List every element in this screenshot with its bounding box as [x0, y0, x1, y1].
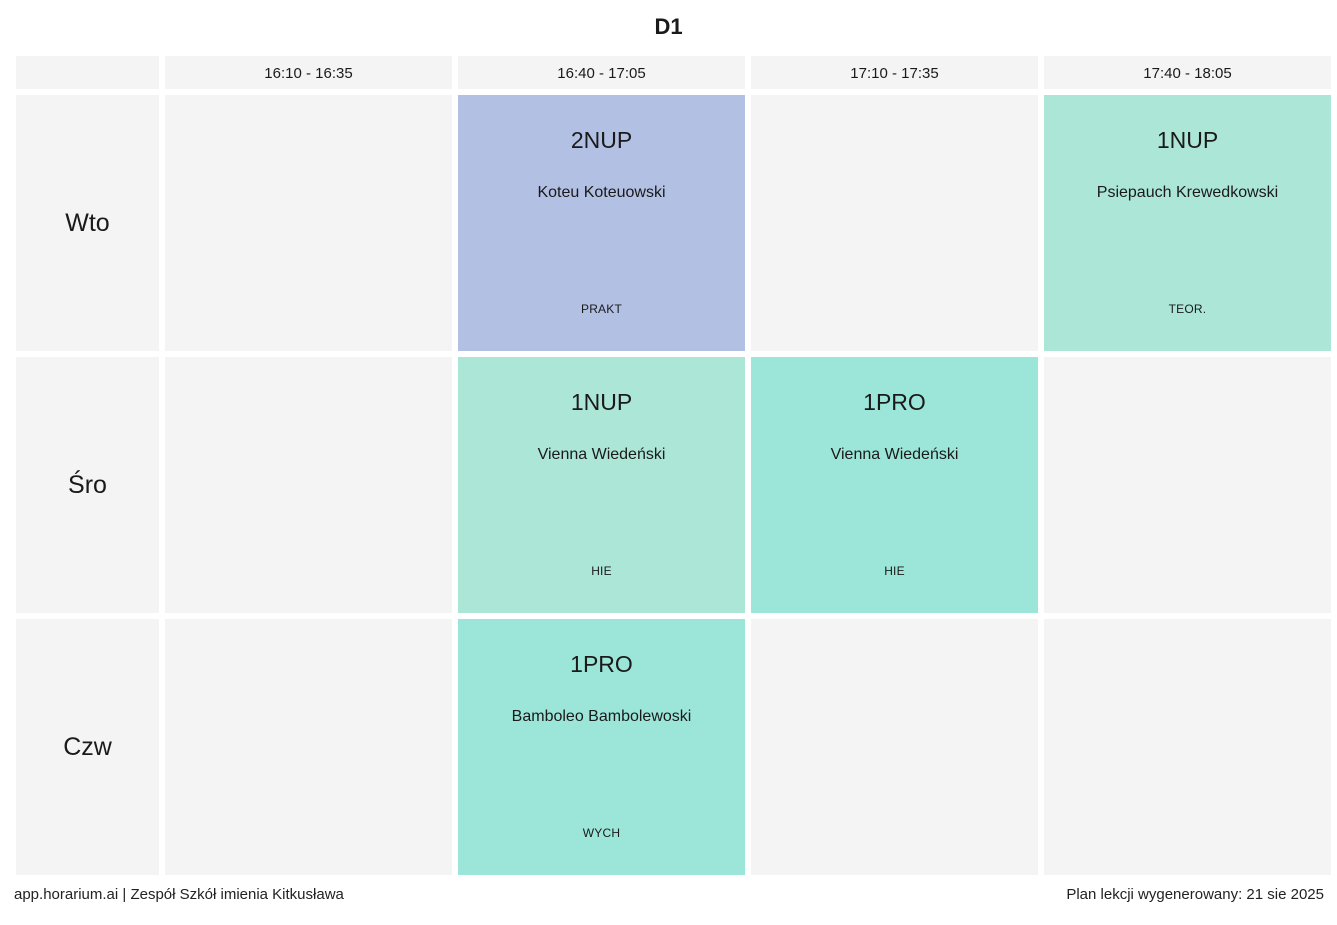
time-slot-header: 16:10 - 16:35: [165, 56, 452, 89]
empty-slot: [1044, 357, 1331, 613]
lesson-card[interactable]: 1NUP Vienna Wiedeński HIE: [458, 357, 745, 613]
lesson-teacher: Koteu Koteuowski: [537, 184, 666, 201]
lesson-subject: HIE: [884, 564, 905, 578]
footer-generated-date: Plan lekcji wygenerowany: 21 sie 2025: [1066, 886, 1324, 903]
lesson-subject: TEOR.: [1168, 302, 1207, 316]
time-slot-header: 17:40 - 18:05: [1044, 56, 1331, 89]
lesson-teacher: Vienna Wiedeński: [537, 446, 666, 463]
lesson-group: 1PRO: [863, 389, 926, 415]
lesson-group: 1PRO: [570, 651, 633, 677]
footer-source: app.horarium.ai | Zespół Szkół imienia K…: [14, 886, 344, 903]
lesson-subject: HIE: [591, 564, 612, 578]
day-label: Wto: [16, 95, 159, 351]
timetable-grid: 16:10 - 16:35 16:40 - 17:05 17:10 - 17:35 1…: [16, 56, 1331, 875]
empty-slot: [165, 95, 452, 351]
lesson-card[interactable]: 1NUP Psiepauch Krewedkowski TEOR.: [1044, 95, 1331, 351]
empty-slot: [751, 95, 1038, 351]
lesson-group: 2NUP: [570, 127, 633, 153]
time-slot-header: 16:40 - 17:05: [458, 56, 745, 89]
day-label: Śro: [16, 357, 159, 613]
lesson-group: 1NUP: [1156, 127, 1219, 153]
empty-slot: [165, 619, 452, 875]
lesson-card[interactable]: 1PRO Vienna Wiedeński HIE: [751, 357, 1038, 613]
lesson-teacher: Vienna Wiedeński: [830, 446, 959, 463]
page-title: D1: [654, 14, 683, 39]
lesson-group: 1NUP: [570, 389, 633, 415]
empty-slot: [1044, 619, 1331, 875]
time-slot-header: 17:10 - 17:35: [751, 56, 1038, 89]
lesson-teacher: Psiepauch Krewedkowski: [1096, 184, 1279, 201]
corner-cell: [16, 56, 159, 89]
day-label: Czw: [16, 619, 159, 875]
lesson-card[interactable]: 1PRO Bamboleo Bambolewoski WYCH: [458, 619, 745, 875]
lesson-subject: PRAKT: [580, 302, 622, 316]
empty-slot: [165, 357, 452, 613]
lesson-card[interactable]: 2NUP Koteu Koteuowski PRAKT: [458, 95, 745, 351]
lesson-subject: WYCH: [582, 826, 621, 840]
empty-slot: [751, 619, 1038, 875]
lesson-teacher: Bamboleo Bambolewoski: [511, 708, 692, 725]
